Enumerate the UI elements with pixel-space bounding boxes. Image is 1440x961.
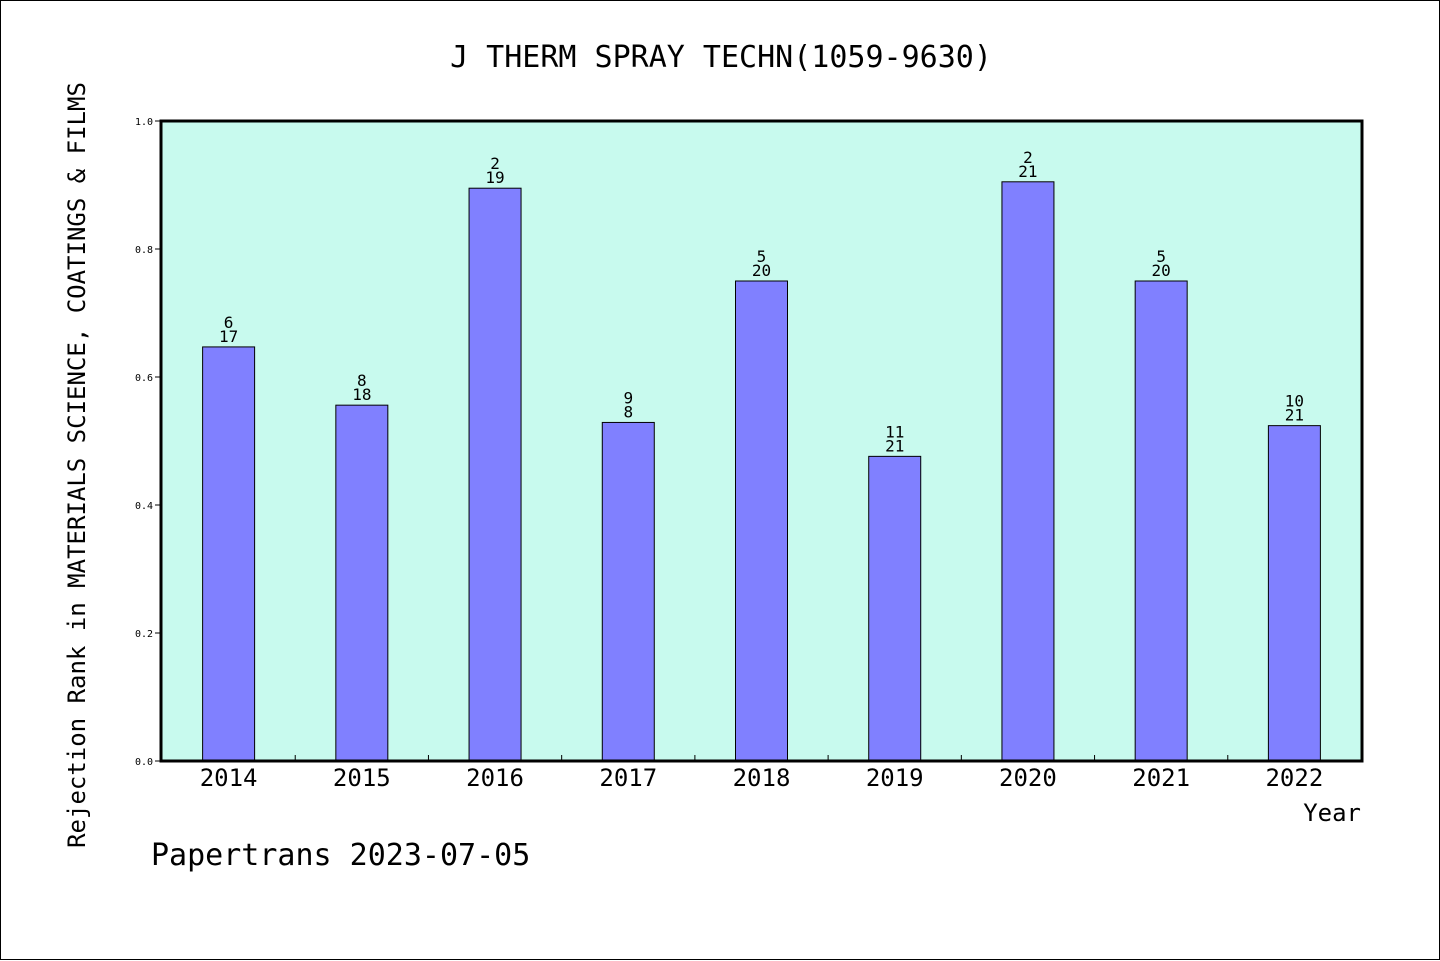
x-tick-label: 2021 (1132, 764, 1190, 792)
x-tick-label: 2017 (599, 764, 657, 792)
x-tick-label: 2018 (733, 764, 791, 792)
bar-total-label: 17 (219, 327, 238, 346)
y-axis-label: Rejection Rank in MATERIALS SCIENCE, COA… (63, 82, 91, 848)
x-tick-label: 2022 (1265, 764, 1323, 792)
bar-rank-label: 9 (623, 388, 633, 407)
bar-2022 (1267, 425, 1321, 762)
x-tick-label: 2020 (999, 764, 1057, 792)
x-tick-label: 2014 (200, 764, 258, 792)
footer-credit: Papertrans 2023-07-05 (151, 838, 530, 873)
y-tick-label: 0.4 (135, 501, 153, 512)
bar-2016 (468, 187, 522, 762)
bar-2019 (868, 455, 922, 762)
y-tick-label: 0.2 (135, 629, 153, 640)
bar-rank-label: 6 (224, 313, 234, 332)
y-tick-label: 0.0 (135, 757, 153, 768)
bar-rank-label: 2 (490, 154, 500, 173)
plot-frame (159, 119, 1364, 763)
bar-total-label: 20 (752, 261, 771, 280)
bar-rank-label: 2 (1023, 148, 1033, 167)
bar-rank-label: 10 (1285, 392, 1304, 411)
bar-total-label: 21 (1285, 406, 1304, 425)
bar-2020 (1001, 181, 1055, 762)
bar-total-label: 19 (485, 168, 504, 187)
bar-total-label: 21 (1018, 162, 1037, 181)
bar-rank-label: 8 (357, 371, 367, 390)
bar-2018 (735, 280, 788, 762)
bar-total-label: 18 (352, 385, 371, 404)
x-tick-label: 2016 (466, 764, 524, 792)
y-tick-label: 0.6 (135, 373, 153, 384)
bar-rank-label: 5 (757, 247, 767, 266)
bar-total-label: 20 (1152, 261, 1171, 280)
bar-total-label: 8 (623, 402, 633, 421)
y-tick-label: 0.8 (135, 245, 153, 256)
bar-2015 (335, 404, 389, 762)
x-axis: 2014 2015 2016 2017 2018 2019 2020 2021 2022 (200, 755, 1323, 792)
y-tick-label: 1.0 (135, 117, 153, 128)
bar-2014 (202, 346, 256, 762)
y-axis: 0.0 0.2 0.4 0.6 0.8 1.0 (135, 117, 161, 768)
bar-2021 (1134, 280, 1188, 762)
bars-group (202, 181, 1321, 762)
bar-rank-label: 11 (885, 422, 904, 441)
chart-title: J THERM SPRAY TECHN(1059-9630) (450, 40, 992, 75)
bar-rank-label: 5 (1156, 247, 1166, 266)
x-axis-label: Year (1303, 799, 1361, 827)
bar-total-label: 21 (885, 436, 904, 455)
bar-2017 (601, 421, 655, 762)
x-tick-label: 2019 (866, 764, 924, 792)
x-tick-label: 2015 (333, 764, 391, 792)
